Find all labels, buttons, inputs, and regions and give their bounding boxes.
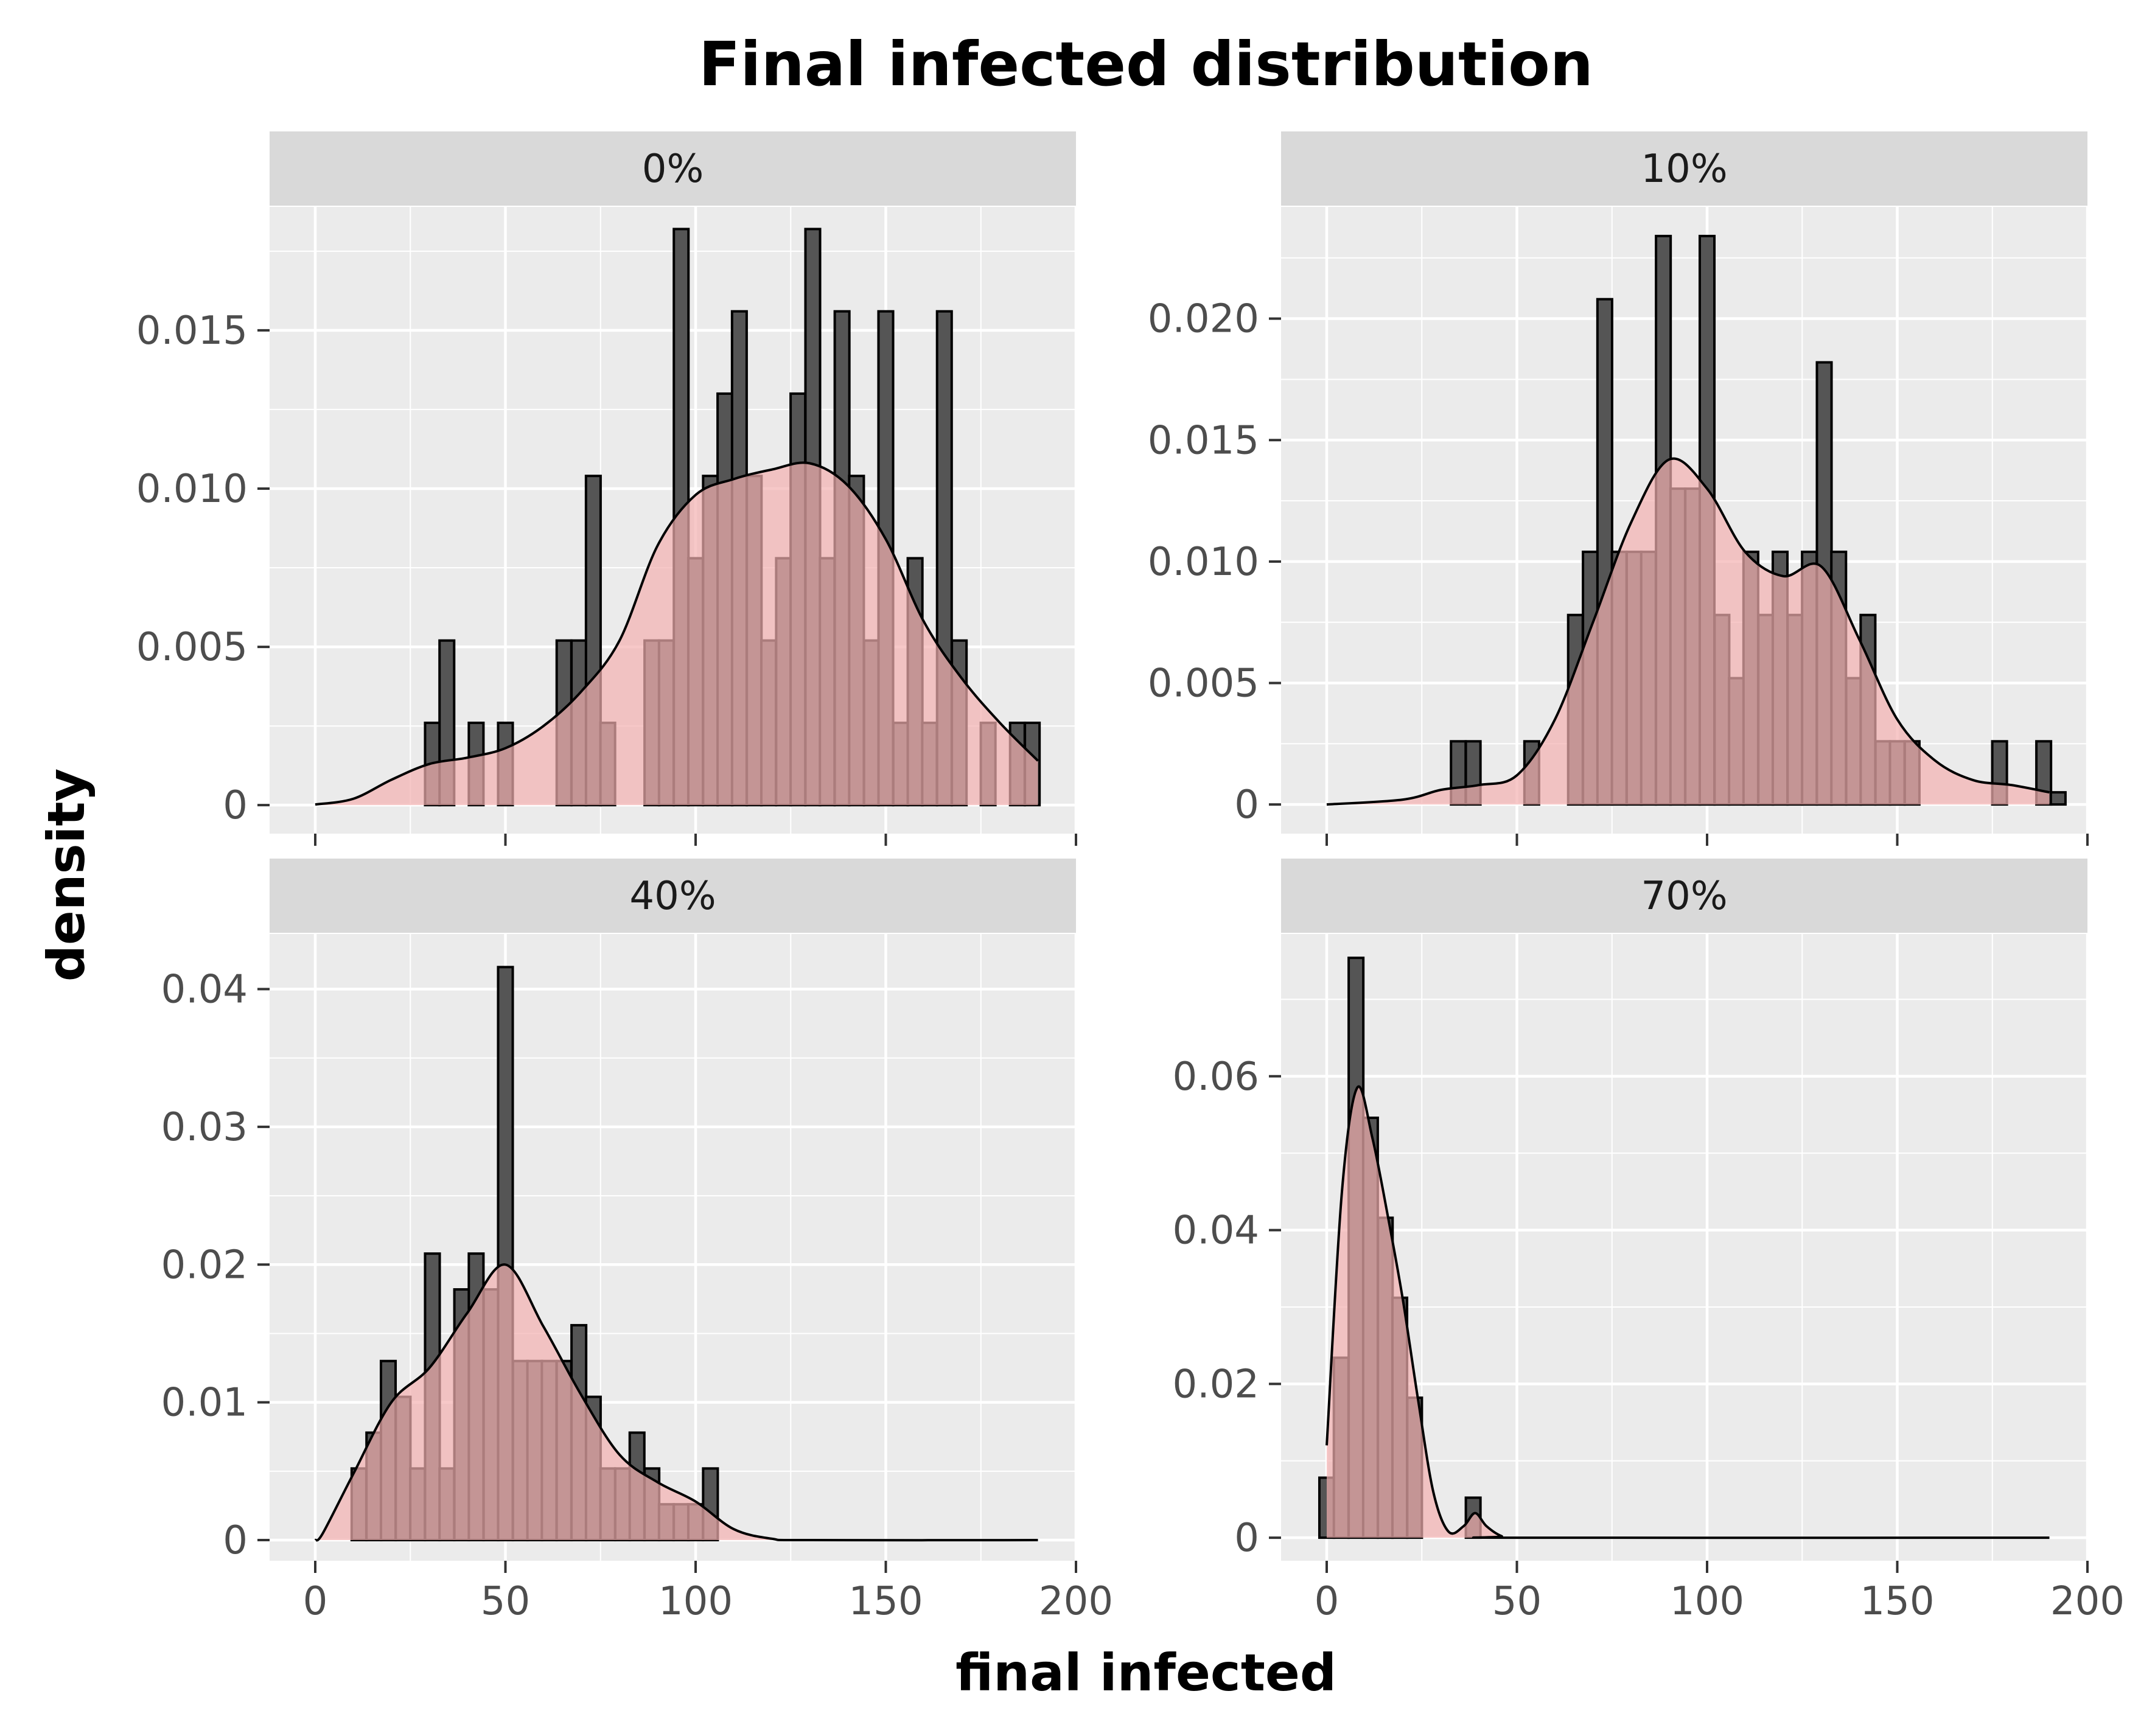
density-area [315, 462, 1038, 806]
y-tick-label: 0.015 [1148, 418, 1259, 463]
y-tick-label: 0.010 [1148, 540, 1259, 585]
y-tick-label: 0.020 [1148, 297, 1259, 342]
x-tick-label: 0 [303, 1579, 328, 1624]
x-axis-title: final infected [955, 1643, 1336, 1703]
facet-panel-3: 40% 0 0.01 0.02 0.03 0.04 0 50 100 150 200 [161, 859, 1113, 1624]
y-tick-label: 0 [223, 783, 248, 828]
facet-strip-label: 10% [1641, 147, 1727, 192]
density-area [1327, 1086, 2050, 1538]
facet-panel-1: 0% 0 0.005 0.010 0.015 [136, 131, 1078, 846]
x-tick-label: 0 [1315, 1579, 1339, 1624]
facet-panel-2: 10% 0 0.005 0.010 0.015 0.020 [1148, 131, 2089, 846]
x-tick-label: 200 [1039, 1579, 1113, 1624]
y-tick-label: 0 [1234, 1516, 1259, 1561]
density-line [314, 1263, 1038, 1542]
x-tick-label: 50 [481, 1579, 530, 1624]
y-tick-label: 0.04 [1173, 1208, 1260, 1253]
chart-title: Final infected distribution [699, 29, 1593, 100]
density-area [315, 1264, 1038, 1541]
density-line [1325, 1085, 2050, 1539]
x-tick-label: 50 [1492, 1579, 1542, 1624]
y-axis-title: density [37, 769, 96, 982]
y-tick-label: 0.02 [161, 1243, 248, 1288]
x-tick-label: 100 [658, 1579, 733, 1624]
facet-strip-label: 40% [629, 874, 716, 919]
density-area [1327, 458, 2050, 805]
density-line [315, 461, 1039, 806]
y-tick-label: 0.010 [136, 467, 248, 512]
x-tick-label: 200 [2050, 1579, 2125, 1624]
facet-strip [270, 131, 1076, 206]
y-tick-label: 0.005 [1148, 661, 1259, 706]
density-line [1326, 457, 2050, 806]
y-tick-label: 0 [223, 1518, 248, 1563]
facet-strip [1281, 131, 2087, 206]
y-tick-label: 0.02 [1173, 1362, 1260, 1407]
y-tick-label: 0 [1234, 783, 1259, 828]
histogram-bar [2049, 791, 2067, 806]
facet-strip-label: 70% [1641, 874, 1727, 919]
y-tick-label: 0.06 [1173, 1054, 1260, 1100]
y-tick-label: 0.01 [161, 1381, 248, 1426]
y-tick-label: 0.04 [161, 967, 248, 1013]
facet-panels: 0%00.0050.0100.01510%00.0050.0100.0150.0… [136, 131, 2125, 1624]
facet-strip [1281, 859, 2087, 933]
y-tick-label: 0.03 [161, 1105, 248, 1150]
facet-panel-4: 70% 0 0.02 0.04 0.06 0 50 100 150 200 [1173, 859, 2125, 1624]
y-tick-label: 0.005 [136, 625, 248, 670]
x-tick-label: 100 [1670, 1579, 1744, 1624]
x-tick-label: 150 [848, 1579, 923, 1624]
x-tick-label: 150 [1860, 1579, 1934, 1624]
facet-strip [270, 859, 1076, 933]
facet-strip-label: 0% [642, 147, 704, 192]
y-tick-label: 0.015 [136, 309, 248, 354]
